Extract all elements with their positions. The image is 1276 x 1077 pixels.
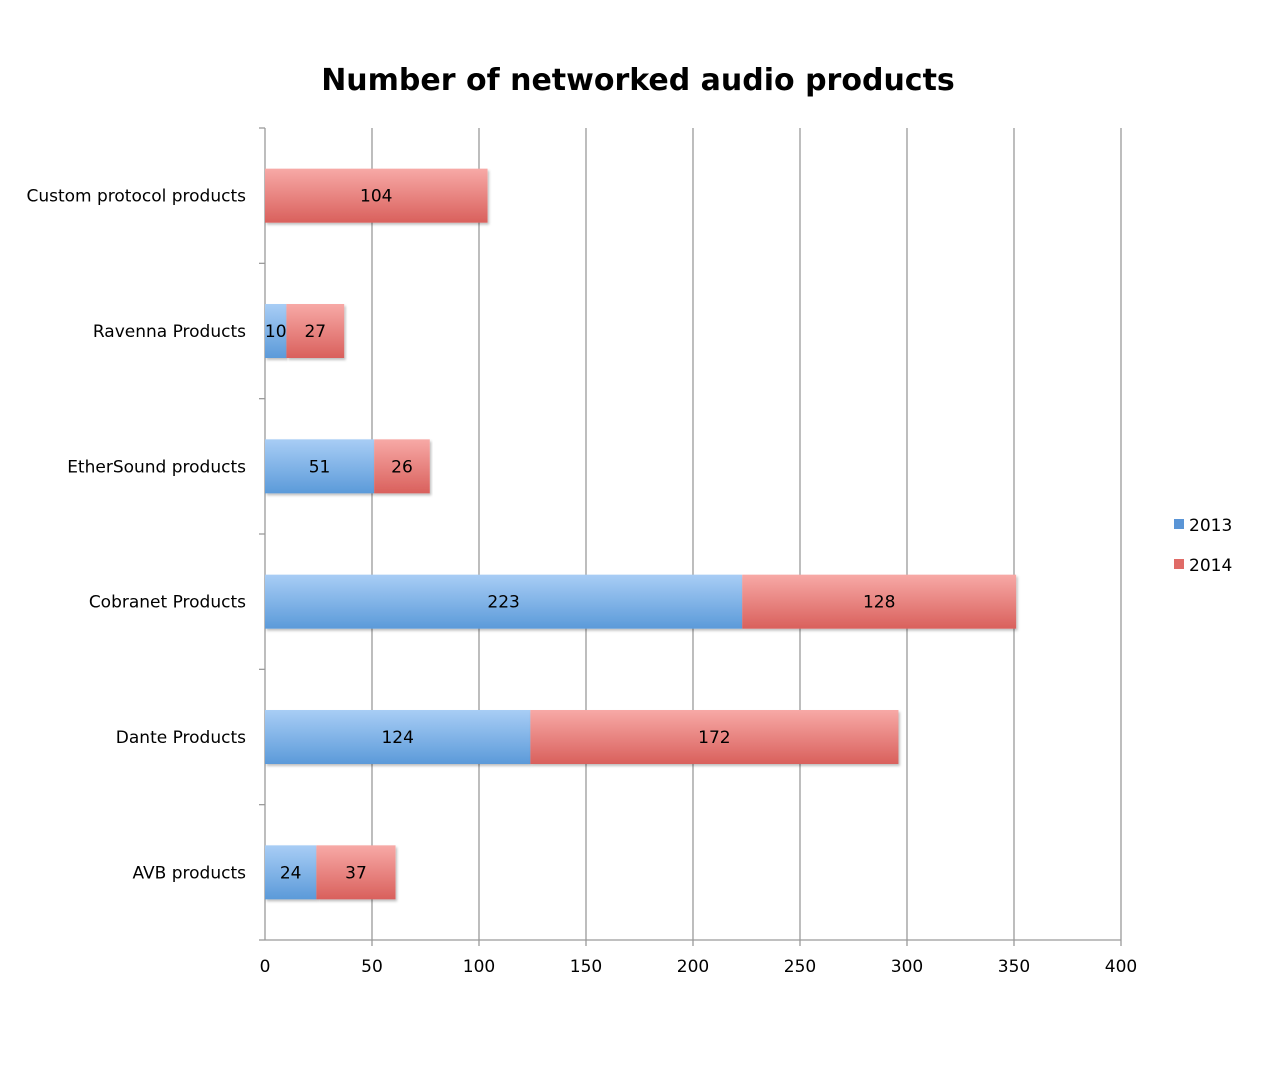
category-label: Ravenna Products — [93, 322, 246, 342]
bar-2013 — [265, 304, 287, 358]
bar-2014 — [316, 845, 396, 900]
data-label: 128 — [863, 593, 895, 613]
data-label: 51 — [309, 457, 331, 477]
data-label: 223 — [487, 593, 519, 613]
category-label: Dante Products — [116, 728, 246, 748]
x-tick-label: 100 — [463, 957, 495, 977]
bar-2014 — [742, 574, 1017, 629]
legend-label: 2014 — [1189, 556, 1232, 576]
bars: 0104102751262231281241722437 — [265, 168, 1017, 900]
data-label: 27 — [304, 322, 326, 342]
bar-2014 — [374, 439, 430, 494]
data-label: 24 — [280, 863, 302, 883]
bar-2014 — [286, 304, 345, 358]
category-labels: Custom protocol products Ravenna Products… — [26, 187, 246, 884]
axes — [259, 127, 1121, 941]
data-label: 26 — [391, 457, 413, 477]
x-tick-label: 150 — [570, 957, 602, 977]
bar-2013 — [265, 439, 375, 494]
bar-2013 — [265, 710, 531, 764]
bar-2013 — [265, 574, 743, 629]
x-tick-label: 200 — [677, 957, 709, 977]
x-tick-label: 400 — [1105, 957, 1137, 977]
data-label: 104 — [360, 187, 392, 207]
category-label: Cobranet Products — [89, 593, 246, 613]
category-label: Custom protocol products — [26, 187, 246, 207]
bar-2014 — [265, 168, 488, 223]
x-tick-label: 0 — [260, 957, 271, 977]
x-tick-label: 300 — [891, 957, 923, 977]
legend: 2013 2014 — [1174, 516, 1232, 576]
x-tick-label: 250 — [784, 957, 816, 977]
gridlines — [371, 128, 1122, 946]
legend-swatch-2014 — [1174, 559, 1184, 569]
bar-2013 — [265, 845, 317, 900]
bar-2014 — [530, 710, 899, 764]
legend-swatch-2013 — [1174, 519, 1184, 529]
legend-label: 2013 — [1189, 516, 1232, 536]
chart-title: Number of networked audio products — [321, 63, 955, 98]
category-label: EtherSound products — [67, 457, 246, 477]
data-label: 37 — [345, 863, 367, 883]
category-label: AVB products — [133, 863, 247, 883]
x-tick-labels: 0 50 100 150 200 250 300 350 400 — [260, 957, 1138, 977]
data-label: 10 — [265, 322, 287, 342]
x-tick-label: 350 — [998, 957, 1030, 977]
data-label: 124 — [381, 728, 413, 748]
data-label: 172 — [698, 728, 730, 748]
x-tick-label: 50 — [361, 957, 383, 977]
